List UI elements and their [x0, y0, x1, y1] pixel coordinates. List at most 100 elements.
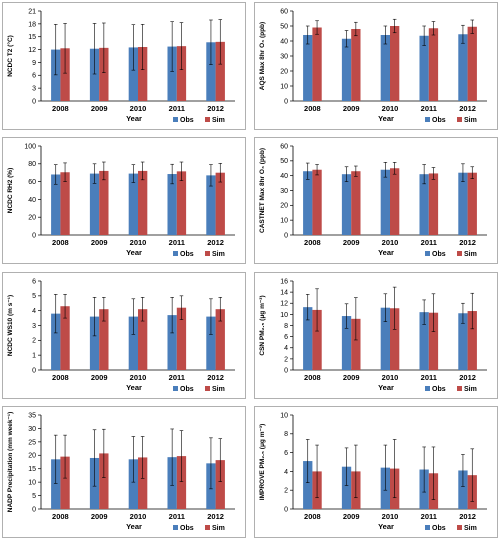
x-category-label: 2009: [91, 512, 108, 521]
legend-swatch: [173, 525, 178, 530]
y-tick-label: 20: [280, 203, 288, 210]
obs-bar: [341, 466, 352, 509]
y-tick-label: 2: [32, 338, 36, 345]
error-bar: [392, 286, 397, 330]
chart-svg: 0 2 4 6 8 10 12 14 16 2008 2009 2010 2011 2012 Year Obs…: [259, 278, 487, 393]
y-tick-label: 10: [280, 83, 288, 90]
obs-bar: [458, 313, 468, 370]
legend-label: Obs: [432, 386, 446, 393]
legend-swatch: [457, 251, 462, 256]
legend-label: Sim: [464, 386, 477, 393]
sim-bar: [138, 457, 148, 509]
error-bar: [170, 428, 174, 486]
x-axis-title: Year: [378, 522, 394, 531]
y-tick-label: 100: [24, 143, 36, 150]
sim-bar: [351, 29, 361, 101]
sim-bar: [312, 27, 322, 101]
x-category-label: 2012: [207, 512, 224, 521]
y-axis-title: NADP Precipitation (mm week⁻¹): [7, 412, 14, 512]
y-tick-label: 21: [28, 8, 36, 15]
chart-panel: 0 10 20 30 40 50 60 2008 2009 2010 2011 2012 Year Obs…: [254, 137, 498, 264]
error-bar: [53, 434, 58, 484]
sim-bar: [467, 172, 477, 235]
x-category-label: 2012: [459, 238, 476, 247]
obs-bar: [51, 49, 61, 101]
error-bar: [344, 166, 349, 182]
error-bar: [140, 436, 145, 479]
obs-bar: [303, 307, 313, 370]
y-tick-label: 6: [284, 450, 288, 457]
x-category-label: 2011: [421, 373, 437, 382]
y-tick-label: 40: [280, 38, 288, 45]
obs-bar: [341, 316, 352, 370]
error-bar: [218, 19, 223, 65]
x-category-label: 2009: [91, 373, 108, 382]
x-axis-title: Year: [126, 114, 142, 123]
error-bar: [305, 162, 310, 180]
error-bar: [392, 439, 397, 499]
legend-swatch: [425, 251, 430, 256]
x-category-label: 2010: [130, 104, 147, 113]
x-category-label: 2011: [169, 512, 185, 521]
x-axis-title: Year: [378, 248, 394, 257]
y-tick-label: 60: [280, 8, 288, 15]
obs-bar: [51, 459, 61, 509]
sim-bar: [99, 453, 109, 509]
y-tick-label: 20: [28, 215, 36, 222]
sim-bar: [60, 172, 70, 235]
x-category-label: 2011: [421, 238, 437, 247]
chart-svg: 0 10 20 30 40 50 60 2008 2009 2010 2011 2012 Year Obs…: [259, 143, 487, 258]
y-tick-label: 60: [280, 143, 288, 150]
obs-bar: [458, 172, 468, 235]
obs-bar: [167, 46, 177, 101]
legend-label: Sim: [212, 525, 225, 532]
x-category-label: 2012: [459, 512, 476, 521]
sim-bar: [467, 311, 477, 370]
legend-swatch: [425, 117, 430, 122]
x-axis-title: Year: [126, 522, 142, 531]
x-category-label: 2011: [421, 512, 437, 521]
y-tick-label: 30: [280, 188, 288, 195]
y-tick-label: 5: [32, 293, 36, 300]
legend-swatch: [425, 525, 430, 530]
error-bar: [209, 437, 213, 490]
obs-bar: [341, 38, 352, 101]
x-category-label: 2011: [421, 104, 437, 113]
chart-svg: 0 20 40 60 80 100 2008 2009 2010 2011 2012 Year Obs S…: [7, 143, 235, 258]
y-tick-label: 0: [32, 98, 36, 105]
error-bar: [131, 298, 136, 335]
x-category-label: 2009: [91, 104, 108, 113]
x-category-label: 2008: [52, 373, 69, 382]
y-tick-label: 0: [32, 367, 36, 374]
sim-bar: [312, 309, 322, 370]
y-tick-label: 6: [284, 334, 288, 341]
error-bar: [179, 295, 184, 320]
y-tick-label: 4: [284, 345, 288, 352]
chart-svg: 0 1 2 3 4 5 6 2008 2009 2010 2011 2012 Year Obs Sim NCD…: [7, 278, 235, 393]
error-bar: [140, 23, 145, 71]
y-tick-label: 10: [280, 218, 288, 225]
x-category-label: 2009: [343, 512, 360, 521]
x-category-label: 2011: [169, 238, 185, 247]
y-tick-label: 0: [284, 506, 288, 513]
x-category-label: 2008: [52, 104, 69, 113]
sim-bar: [215, 172, 225, 235]
error-bar: [422, 25, 426, 46]
error-bar: [140, 161, 145, 181]
error-bar: [344, 30, 349, 48]
error-bar: [344, 447, 349, 486]
error-bar: [470, 19, 475, 34]
error-bar: [461, 454, 465, 487]
obs-bar: [419, 35, 429, 101]
error-bar: [470, 166, 475, 179]
obs-bar: [206, 42, 216, 101]
y-tick-label: 15: [28, 466, 36, 473]
error-bar: [383, 162, 388, 178]
obs-bar: [128, 173, 138, 235]
sim-bar: [138, 47, 148, 101]
y-tick-label: 3: [32, 86, 36, 93]
legend-label: Sim: [212, 117, 225, 124]
sim-bar: [351, 171, 361, 235]
obs-bar: [380, 169, 390, 235]
y-tick-label: 40: [280, 173, 288, 180]
